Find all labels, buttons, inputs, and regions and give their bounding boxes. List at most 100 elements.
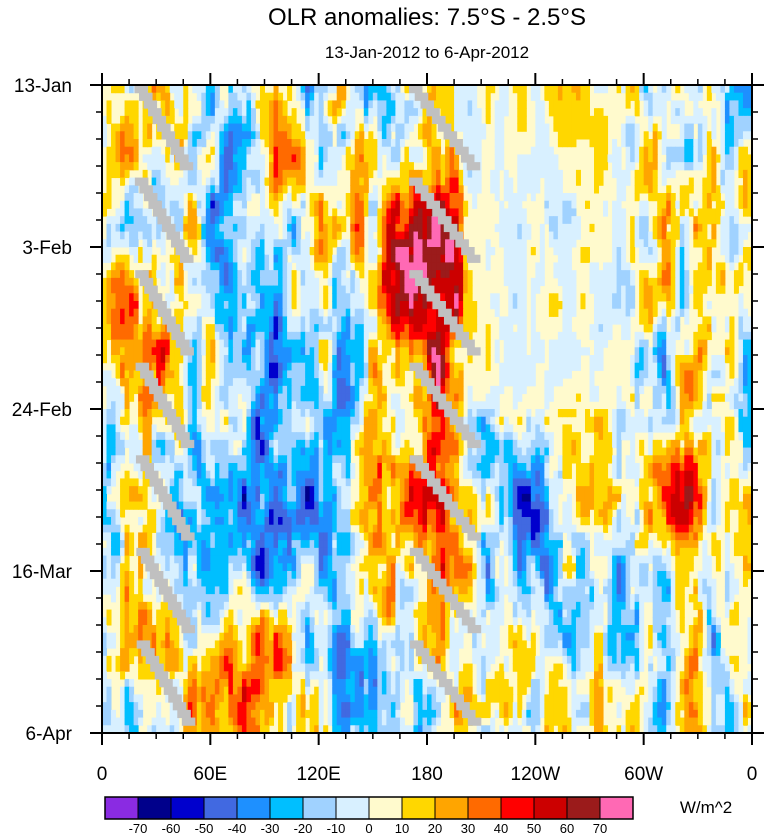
heatmap-cell [183,301,189,310]
heatmap-cell [192,401,198,410]
heatmap-cell [210,239,216,248]
heatmap-cell [476,185,482,194]
heatmap-cell [661,131,667,140]
heatmap-cell [724,108,730,117]
heatmap-cell [368,115,374,125]
heatmap-cell [742,416,748,425]
heatmap-cell [223,177,229,186]
heatmap-cell [192,239,198,248]
heatmap-cell [702,193,708,202]
heatmap-cell [273,185,279,194]
heatmap-cell [494,308,500,317]
heatmap-cell [296,339,302,348]
heatmap-cell [368,370,374,379]
heatmap-cell [124,239,130,248]
heatmap-cell [133,316,139,325]
heatmap-cell [404,100,410,109]
heatmap-cell [684,139,690,148]
heatmap-cell [219,254,225,263]
heatmap-cell [250,216,256,225]
heatmap-cell [544,85,550,94]
heatmap-cell [314,108,320,117]
heatmap-cell [575,131,581,140]
heatmap-cell [449,308,455,317]
heatmap-cell [390,193,396,202]
heatmap-cell [562,223,568,233]
heatmap-cell [449,108,455,117]
heatmap-cell [187,146,193,155]
heatmap-cell [318,378,324,387]
heatmap-cell [553,262,559,271]
heatmap-cell [720,123,726,132]
heatmap-cell [436,177,442,186]
heatmap-cell [259,316,265,325]
heatmap-cell [431,416,437,425]
heatmap-cell [192,362,198,371]
heatmap-cell [404,216,410,225]
heatmap-cell [291,393,297,402]
heatmap-cell [436,247,442,256]
heatmap-cell [648,193,654,202]
heatmap-cell [544,146,550,155]
heatmap-cell [106,185,112,194]
heatmap-cell [390,208,396,217]
heatmap-cell [535,115,541,125]
heatmap-cell [449,254,455,263]
heatmap-cell [341,432,347,441]
heatmap-cell [259,277,265,287]
heatmap-cell [472,154,478,163]
heatmap-cell [169,432,175,441]
heatmap-cell [133,239,139,248]
heatmap-cell [169,362,175,371]
heatmap-cell [472,169,478,179]
heatmap-cell [661,385,667,395]
heatmap-cell [273,123,279,132]
heatmap-cell [530,308,536,317]
heatmap-cell [508,285,514,294]
heatmap-cell [490,432,496,441]
heatmap-cell [607,301,613,310]
heatmap-cell [684,123,690,132]
heatmap-cell [634,409,640,418]
heatmap-cell [485,100,491,109]
heatmap-cell [314,200,320,209]
heatmap-cell [178,308,184,317]
heatmap-cell [350,208,356,217]
heatmap-cell [431,162,437,171]
heatmap-cell [503,439,509,449]
heatmap-cell [223,131,229,140]
heatmap-cell [156,362,162,371]
heatmap-cell [219,115,225,125]
heatmap-cell [603,308,609,317]
heatmap-cell [219,439,225,449]
heatmap-cell [494,385,500,395]
heatmap-cell [706,393,712,402]
heatmap-cell [598,146,604,155]
heatmap-cell [201,193,207,202]
heatmap-cell [178,262,184,271]
heatmap-cell [390,270,396,279]
heatmap-cell [503,177,509,186]
heatmap-cell [584,347,590,356]
heatmap-cell [490,169,496,179]
heatmap-cell [296,131,302,140]
heatmap-cell [575,223,581,233]
heatmap-cell [472,85,478,94]
heatmap-cell [449,347,455,356]
heatmap-cell [594,308,600,317]
heatmap-cell [445,162,451,171]
heatmap-cell [512,231,518,240]
heatmap-cell [111,378,117,387]
heatmap-cell [449,432,455,441]
heatmap-cell [652,301,658,310]
heatmap-cell [174,123,180,132]
heatmap-cell [747,115,753,125]
heatmap-cell [422,231,428,240]
heatmap-cell [747,347,753,356]
heatmap-cell [589,123,595,132]
heatmap-cell [205,393,211,402]
heatmap-cell [458,293,464,302]
heatmap-cell [278,416,284,425]
heatmap-cell [250,108,256,117]
heatmap-cell [246,370,252,379]
